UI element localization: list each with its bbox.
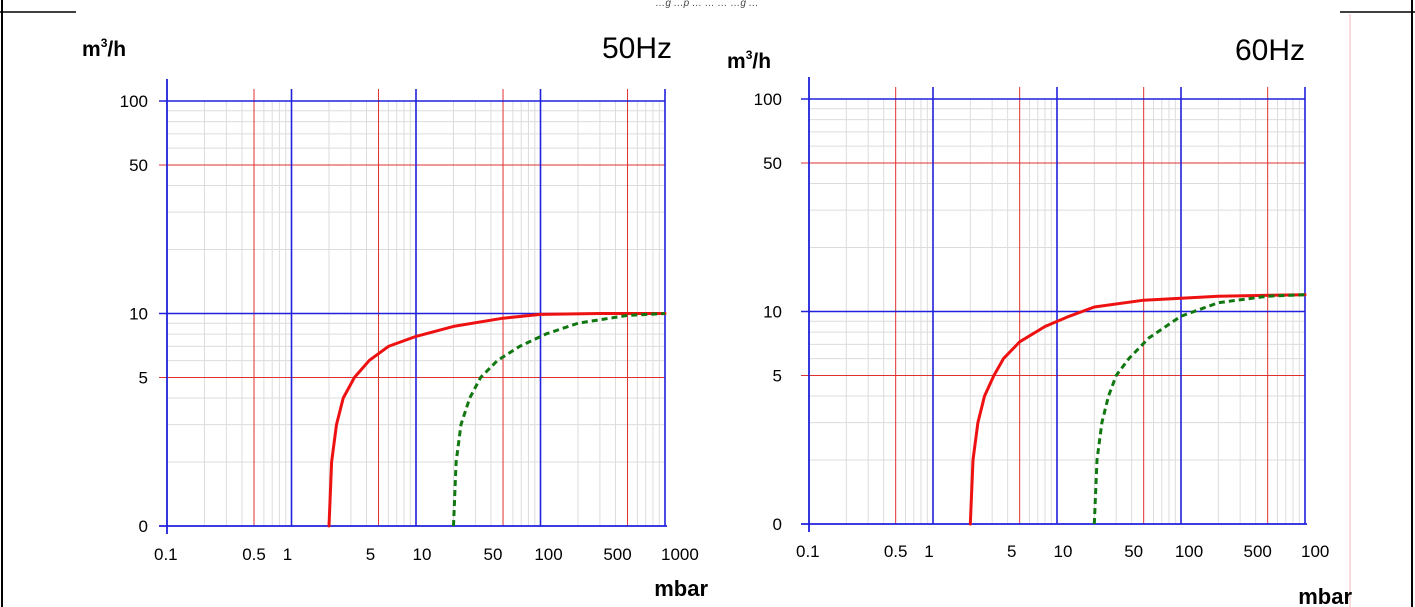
x-axis-label: mbar xyxy=(654,576,708,601)
y-tick-label: 10 xyxy=(763,303,782,322)
x-tick-label: 10 xyxy=(413,545,432,564)
y-tick-label: 100 xyxy=(120,92,148,111)
x-tick-label: 1 xyxy=(924,542,933,561)
x-tick-label: 100 xyxy=(534,545,562,564)
y-axis-label: m3/h xyxy=(727,48,771,73)
x-tick-label: 500 xyxy=(1243,542,1271,561)
header-cropped-text: …g …p … … … …g … xyxy=(655,0,758,9)
y-tick-label: 0 xyxy=(773,515,782,534)
y-tick-label: 100 xyxy=(754,90,782,109)
x-tick-label: 500 xyxy=(603,545,631,564)
y-tick-label: 0 xyxy=(139,517,148,536)
x-tick-label: 1 xyxy=(283,545,292,564)
chart-title: 50Hz xyxy=(602,32,672,65)
x-tick-label: 50 xyxy=(1124,542,1143,561)
y-tick-label: 5 xyxy=(773,366,782,385)
y-tick-label: 5 xyxy=(139,368,148,387)
x-tick-label: 0.1 xyxy=(796,542,820,561)
y-tick-label: 50 xyxy=(129,156,148,175)
x-tick-label: 0.1 xyxy=(154,545,178,564)
chart-title: 60Hz xyxy=(1235,34,1305,67)
x-tick-label: 5 xyxy=(366,545,375,564)
y-axis-label-unit: /h xyxy=(107,38,126,61)
x-tick-label: 10 xyxy=(1054,542,1073,561)
y-axis-label-base: m xyxy=(727,50,746,73)
x-tick-label: 100 xyxy=(1301,542,1329,561)
series-line-dashed-green xyxy=(452,312,666,527)
y-axis-label-exponent: 3 xyxy=(101,36,108,50)
x-tick-label: 0.5 xyxy=(884,542,908,561)
y-tick-label: 50 xyxy=(763,154,782,173)
series-line-dashed-green xyxy=(1092,293,1306,525)
x-tick-label: 0.5 xyxy=(242,545,266,564)
x-tick-label: 1000 xyxy=(661,545,699,564)
y-tick-label: 10 xyxy=(129,305,148,324)
y-axis-label-unit: /h xyxy=(752,50,771,73)
x-tick-label: 50 xyxy=(484,545,503,564)
y-axis-label: m3/h xyxy=(82,36,126,61)
y-axis-label-base: m xyxy=(82,38,101,61)
y-axis-label-exponent: 3 xyxy=(746,48,753,62)
x-axis-label: mbar xyxy=(1298,584,1352,607)
series-line-solid-red xyxy=(968,293,1307,526)
series-line-solid-red xyxy=(327,312,667,528)
chart-60hz: 0 5 10 50 100 0.1 0.5 1 5 10 50 100 500 100 60Hz m3/h mb… xyxy=(727,34,1352,607)
x-tick-label: 100 xyxy=(1175,542,1203,561)
x-tick-label: 5 xyxy=(1007,542,1016,561)
